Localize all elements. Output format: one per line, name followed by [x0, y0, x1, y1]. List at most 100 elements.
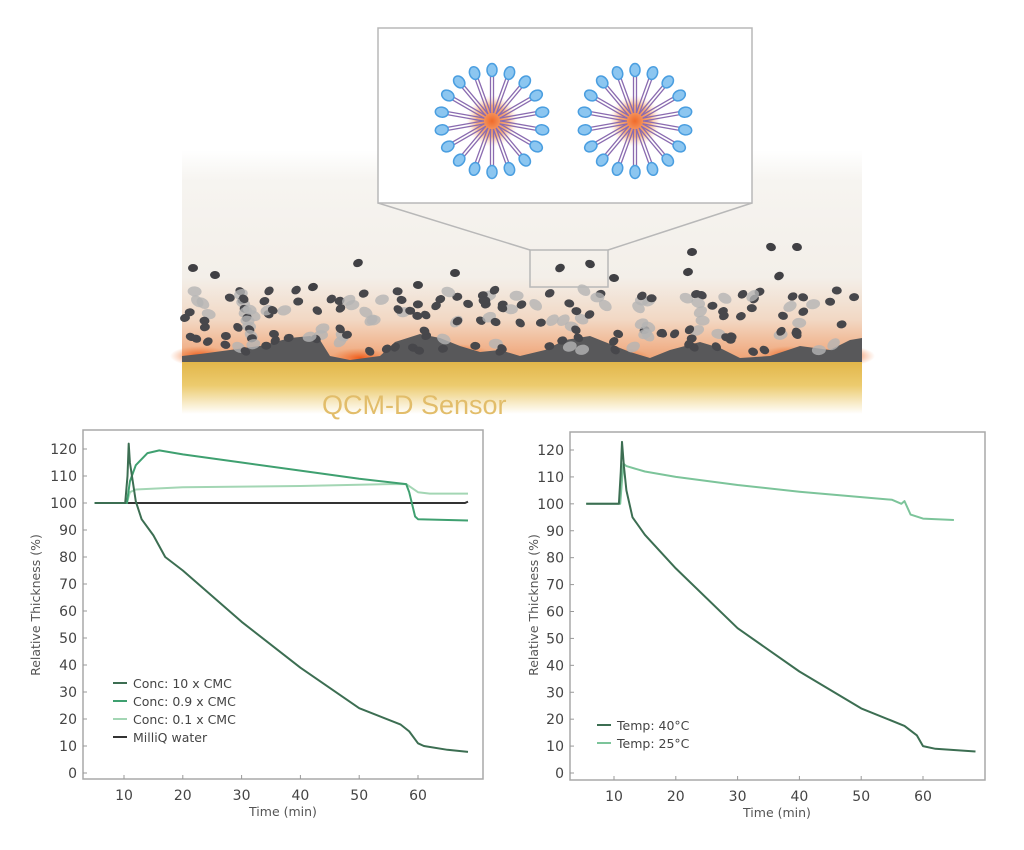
surfactant-tail	[640, 125, 667, 156]
surfactant-particle	[515, 318, 525, 328]
surfactant-particle	[687, 247, 697, 257]
y-tick-label: 50	[59, 631, 77, 647]
surfactant-tail	[495, 84, 521, 115]
surfactant-tail	[460, 86, 487, 117]
y-tick-label: 30	[59, 685, 77, 701]
micelle-core	[466, 95, 518, 147]
surfactant-particle	[718, 292, 732, 304]
surfactant-tail	[603, 125, 630, 156]
zoom-line-right	[607, 202, 753, 251]
surfactant-particle	[364, 314, 378, 326]
surfactant-particle	[776, 326, 786, 336]
surfactant-head	[518, 153, 532, 167]
y-tick-label: 110	[50, 469, 77, 485]
surfactant-particle	[220, 331, 231, 341]
surfactant-particle	[420, 310, 431, 320]
surfactant-particle	[571, 325, 581, 335]
surfactant-particle	[585, 259, 595, 269]
surfactant-tail	[446, 123, 485, 132]
surfactant-tail	[606, 84, 632, 115]
x-tick-label: 60	[914, 789, 932, 805]
surfactant-particle	[470, 341, 481, 350]
series-line	[94, 442, 469, 753]
surfactant-particle	[431, 301, 441, 311]
surfactant-particle	[233, 323, 243, 332]
surfactant-tail	[589, 113, 627, 122]
adsorbed-film	[182, 334, 862, 362]
surfactant-head	[595, 153, 609, 167]
surfactant-particle	[695, 315, 710, 326]
surfactant-tail	[499, 123, 538, 132]
y-tick-label: 100	[537, 497, 564, 513]
surfactant-tail	[497, 86, 524, 117]
surfactant-particle	[555, 263, 565, 273]
y-tick-label: 100	[50, 496, 77, 512]
surfactant-particle	[683, 267, 693, 277]
surfactant-particle	[342, 330, 352, 339]
x-tick-label: 10	[605, 789, 623, 805]
x-axis-label: Time (min)	[248, 804, 317, 819]
surfactant-particles	[180, 242, 860, 356]
surfactant-particle	[792, 317, 807, 328]
surfactant-tail	[500, 113, 538, 122]
surfactant-head	[503, 161, 516, 177]
surfactant-particle	[584, 310, 595, 319]
y-tick-label: 10	[546, 739, 564, 755]
y-tick-label: 10	[59, 739, 77, 755]
legend-label: Temp: 40°C	[616, 718, 690, 733]
surfactant-tail	[497, 125, 524, 156]
surfactant-particle	[634, 318, 649, 329]
surfactant-head	[661, 153, 675, 167]
surfactant-tail	[495, 78, 510, 115]
surfactant-particle	[825, 297, 836, 306]
surfactant-head	[468, 161, 481, 177]
surfactant-tail	[640, 125, 675, 146]
surfactant-head	[646, 161, 659, 177]
surfactant-particle	[766, 242, 776, 252]
surfactant-particle	[610, 345, 620, 355]
surfactant-particle	[264, 286, 274, 296]
surfactant-head	[672, 140, 687, 153]
surfactant-particle	[787, 292, 798, 301]
y-tick-label: 70	[59, 577, 77, 593]
surfactant-particle	[478, 296, 489, 306]
surfactant-head	[646, 65, 659, 81]
surfactant-head	[434, 124, 449, 136]
x-tick-label: 60	[409, 788, 427, 804]
surfactant-tail	[446, 120, 484, 129]
surfactant-particle	[792, 242, 802, 252]
surfactant-head	[595, 75, 609, 89]
surfactant-head	[468, 65, 481, 81]
surfactant-tail	[589, 110, 628, 119]
surfactant-particle	[326, 294, 337, 304]
surfactant-tail	[643, 120, 681, 129]
micelle	[577, 62, 693, 180]
surfactant-particle	[412, 300, 423, 309]
surfactant-head	[518, 75, 532, 89]
y-tick-label: 40	[59, 658, 77, 674]
surfactant-particle	[242, 304, 257, 315]
surfactant-particle	[590, 292, 605, 303]
surfactant-tail	[642, 98, 676, 119]
surfactant-tail	[589, 120, 627, 129]
x-tick-label: 20	[174, 788, 192, 804]
surfactant-particle	[315, 323, 330, 334]
surfactant-tail	[499, 110, 538, 119]
surfactant-tail	[492, 128, 507, 165]
surfactant-particle	[609, 273, 619, 283]
surfactant-tail	[617, 78, 632, 115]
surfactant-tail	[638, 78, 653, 115]
surfactant-particle	[259, 296, 270, 306]
series-line	[94, 500, 469, 504]
surfactant-particle	[335, 324, 345, 334]
surfactant-particle	[196, 297, 210, 310]
surfactant-particle	[412, 311, 423, 320]
surfactant-tail	[606, 127, 632, 158]
surfactant-particle	[798, 293, 809, 302]
surfactant-tail	[638, 127, 664, 158]
legend-label: MilliQ water	[133, 730, 208, 745]
surfactant-head	[583, 89, 598, 102]
y-tick-label: 110	[537, 470, 564, 486]
surfactant-particle	[269, 329, 279, 339]
surfactant-particle	[342, 294, 356, 306]
